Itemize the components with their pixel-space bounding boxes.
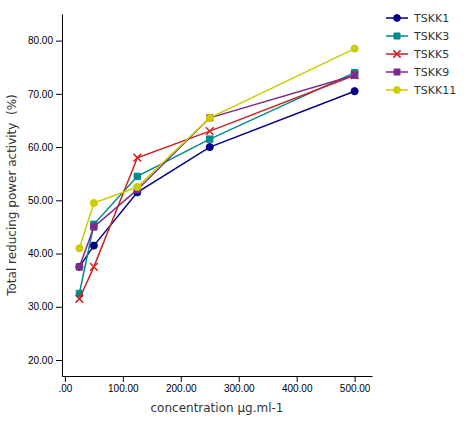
point (76, 264, 82, 270)
x-axis-title: concentration µg.ml-1 (151, 401, 284, 415)
legend-item: TSKK9 (386, 66, 449, 79)
point (134, 183, 141, 190)
legend-label: TSKK5 (413, 48, 449, 61)
tick-label: 50.00 (28, 195, 53, 206)
tick-mark (56, 94, 62, 95)
tick-label: 400.00 (282, 383, 313, 394)
tick-label: .00 (58, 383, 72, 394)
point (76, 295, 84, 303)
tick: 70.00 (28, 89, 62, 100)
x-axis: .00 100.00 200.00 300.00 400.00 500.00 (58, 376, 372, 394)
legend-marker (393, 50, 400, 57)
tick-label: 70.00 (28, 89, 53, 100)
axis-line (63, 376, 373, 377)
legend-item: TSKK5 (386, 48, 449, 61)
point (351, 71, 359, 79)
point (91, 224, 97, 230)
tick: 30.00 (28, 301, 62, 312)
point (76, 245, 83, 252)
tick-mark (56, 147, 62, 148)
tick-label: 500.00 (340, 383, 371, 394)
legend-label: TSKK1 (413, 12, 449, 25)
tick: .00 (58, 376, 72, 394)
tick: 500.00 (340, 376, 371, 394)
plot-area: .00 100.00 200.00 300.00 400.00 500.00 20.00 30… (28, 15, 373, 395)
series (76, 71, 359, 302)
point (90, 199, 97, 206)
point (90, 263, 98, 271)
tick-mark (181, 376, 182, 382)
axis-line (62, 15, 63, 377)
legend-label: TSKK9 (413, 66, 449, 79)
legend-marker (394, 87, 401, 94)
y-axis-title: Total reducing power activity (%) (5, 94, 19, 297)
tick: 60.00 (28, 142, 62, 153)
series (76, 69, 358, 296)
line (79, 73, 354, 294)
legend-marker (394, 15, 401, 22)
point (134, 173, 140, 179)
tick-mark (56, 200, 62, 201)
tick-label: 40.00 (28, 248, 53, 259)
tick: 40.00 (28, 248, 62, 259)
series (76, 45, 358, 252)
point (207, 136, 213, 142)
tick-mark (56, 360, 62, 361)
tick: 300.00 (224, 376, 255, 394)
y-axis: 20.00 30.00 40.00 50.00 60.00 70.00 80.00 (28, 15, 63, 377)
tick-label: 60.00 (28, 142, 53, 153)
point (133, 154, 141, 162)
tick: 200.00 (166, 376, 197, 394)
legend-marker (394, 69, 400, 75)
legend-label: TSKK3 (413, 30, 449, 43)
tick-mark (355, 376, 356, 382)
tick-mark (239, 376, 240, 382)
tick: 50.00 (28, 195, 62, 206)
legend-label: TSKK11 (413, 84, 456, 97)
line (79, 75, 354, 299)
tick: 20.00 (28, 355, 62, 366)
tick-label: 80.00 (28, 35, 53, 46)
legend-item: TSKK11 (386, 84, 456, 97)
tick-mark (297, 376, 298, 382)
chart: .00 100.00 200.00 300.00 400.00 500.00 20.00 30… (0, 0, 474, 422)
tick-label: 300.00 (224, 383, 255, 394)
point (351, 72, 357, 78)
line (79, 49, 354, 249)
point (207, 115, 213, 121)
tick-label: 200.00 (166, 383, 197, 394)
legend: TSKK1 TSKK3 TSKK5 TSKK9 TSKK11 (386, 12, 456, 97)
tick-label: 30.00 (28, 301, 53, 312)
tick-mark (123, 376, 124, 382)
point (76, 263, 83, 270)
line (79, 75, 354, 267)
legend-marker (394, 33, 400, 39)
tick-mark (65, 376, 66, 382)
line (79, 91, 354, 267)
point (90, 242, 97, 249)
point (206, 127, 214, 135)
tick-label: 100.00 (108, 383, 139, 394)
tick: 400.00 (282, 376, 313, 394)
tick: 80.00 (28, 35, 62, 46)
legend-item: TSKK3 (386, 30, 449, 43)
point (351, 45, 358, 52)
point (206, 114, 213, 121)
series-group (76, 45, 359, 303)
tick-mark (56, 41, 62, 42)
tick-mark (56, 254, 62, 255)
point (206, 144, 213, 151)
legend-item: TSKK1 (386, 12, 449, 25)
tick: 100.00 (108, 376, 139, 394)
tick-label: 20.00 (28, 355, 53, 366)
series (76, 72, 358, 270)
point (351, 88, 358, 95)
tick-mark (56, 307, 62, 308)
